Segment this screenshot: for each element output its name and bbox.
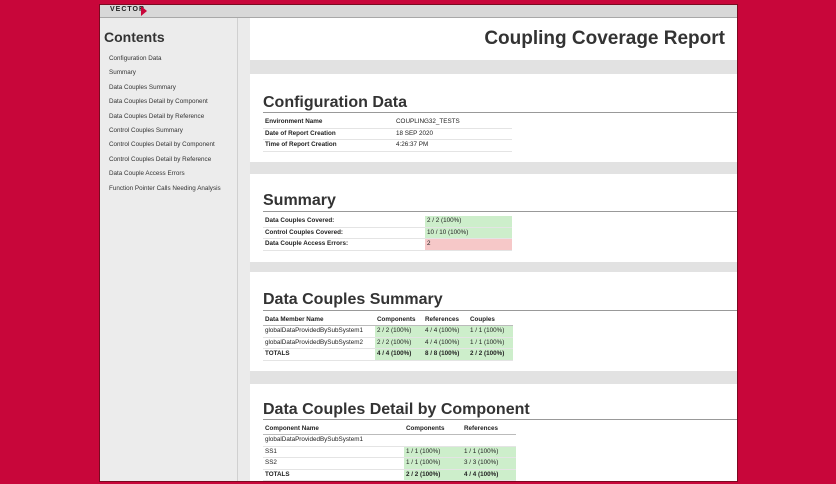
data-couples-summary-table: Data Member Name Components References C… [263,314,513,361]
references-value: 4 / 4 (100%) [423,325,468,338]
table-row: Control Couples Covered: 10 / 10 (100%) [263,227,512,239]
couples-value: 1 / 1 (100%) [468,337,513,349]
nav-link-data-couples-summary[interactable]: Data Couples Summary [109,83,176,91]
references-value: 4 / 4 (100%) [423,337,468,349]
data-member-name: globalDataProvidedBySubSystem1 [263,325,375,338]
group-label: globalDataProvidedBySubSystem1 [263,434,516,447]
config-label: Time of Report Creation [263,139,394,152]
column-header: Couples [468,314,513,326]
column-header: Component Name [263,423,404,435]
configuration-table: Environment Name COUPLING32_TESTS Date o… [263,117,512,152]
nav-link-data-couple-access-errors[interactable]: Data Couple Access Errors [109,170,185,178]
totals-row: TOTALS 4 / 4 (100%) 8 / 8 (100%) 2 / 2 (… [263,348,513,361]
column-header: Data Member Name [263,314,375,326]
data-couples-summary-section: Data Couples Summary Data Member Name Co… [250,272,737,371]
contents-nav: Configuration Data Summary Data Couples … [109,52,221,196]
references-value: 1 / 1 (100%) [462,446,516,458]
references-total: 8 / 8 (100%) [423,348,468,361]
table-row: SS2 1 / 1 (100%) 3 / 3 (100%) [263,457,516,470]
table-row: Data Couples Covered: 2 / 2 (100%) [263,216,512,228]
config-value: COUPLING32_TESTS [394,117,512,129]
components-value: 2 / 2 (100%) [375,325,423,338]
data-couples-detail-table: Component Name Components References glo… [263,423,516,481]
summary-title: Summary [263,192,336,209]
brand-bar: VECTOR [100,5,737,18]
summary-value: 2 / 2 (100%) [425,216,512,228]
report-window: VECTOR Contents Configuration Data Summa… [99,4,738,482]
data-couples-detail-title: Data Couples Detail by Component [263,401,530,418]
summary-error-value: 2 [425,238,512,251]
nav-link-data-couples-detail-component[interactable]: Data Couples Detail by Component [109,98,208,106]
nav-link-data-couples-detail-reference[interactable]: Data Couples Detail by Reference [109,112,205,120]
section-divider [263,112,737,113]
components-value: 1 / 1 (100%) [404,457,462,470]
table-row: Date of Report Creation 18 SEP 2020 [263,128,512,140]
summary-value: 10 / 10 (100%) [425,227,512,239]
contents-sidebar: Contents Configuration Data Summary Data… [100,18,238,481]
couples-total: 2 / 2 (100%) [468,348,513,361]
title-card: Coupling Coverage Report [250,18,737,60]
nav-link-summary[interactable]: Summary [109,69,136,77]
column-header: References [423,314,468,326]
couples-value: 1 / 1 (100%) [468,325,513,338]
summary-section: Summary Data Couples Covered: 2 / 2 (100… [250,174,737,262]
data-member-name: globalDataProvidedBySubSystem2 [263,337,375,349]
table-row: globalDataProvidedBySubSystem1 2 / 2 (10… [263,325,513,338]
config-label: Environment Name [263,117,394,129]
column-header: Components [375,314,423,326]
data-couples-detail-section: Data Couples Detail by Component Compone… [250,384,737,481]
report-title: Coupling Coverage Report [484,28,725,49]
nav-link-control-couples-detail-component[interactable]: Control Couples Detail by Component [109,141,215,149]
vector-arrow-icon [141,6,147,16]
data-couples-summary-title: Data Couples Summary [263,291,443,308]
table-row: Time of Report Creation 4:26:37 PM [263,139,512,152]
column-header: Components [404,423,462,435]
table-row: Environment Name COUPLING32_TESTS [263,117,512,129]
references-value: 3 / 3 (100%) [462,457,516,470]
components-value: 2 / 2 (100%) [375,337,423,349]
totals-label: TOTALS [263,348,375,361]
column-header: References [462,423,516,435]
components-total: 4 / 4 (100%) [375,348,423,361]
summary-label: Control Couples Covered: [263,227,425,239]
component-name: SS1 [263,446,404,458]
configuration-title: Configuration Data [263,94,407,111]
nav-link-control-couples-detail-reference[interactable]: Control Couples Detail by Reference [109,155,212,163]
references-total: 4 / 4 (100%) [462,469,516,481]
summary-label: Data Couple Access Errors: [263,238,425,251]
configuration-section: Configuration Data Environment Name COUP… [250,74,737,162]
contents-heading: Contents [104,29,165,45]
nav-link-function-pointer-calls[interactable]: Function Pointer Calls Needing Analysis [109,184,221,192]
config-label: Date of Report Creation [263,128,394,140]
group-row: globalDataProvidedBySubSystem1 [263,434,516,447]
totals-label: TOTALS [263,469,404,481]
table-row: SS1 1 / 1 (100%) 1 / 1 (100%) [263,446,516,458]
component-name: SS2 [263,457,404,470]
table-row: Data Couple Access Errors: 2 [263,238,512,251]
components-total: 2 / 2 (100%) [404,469,462,481]
section-divider [263,310,737,311]
components-value: 1 / 1 (100%) [404,446,462,458]
summary-label: Data Couples Covered: [263,216,425,228]
config-value: 4:26:37 PM [394,139,512,152]
nav-link-configuration-data[interactable]: Configuration Data [109,55,162,62]
report-main: Coupling Coverage Report Configuration D… [250,18,737,481]
totals-row: TOTALS 2 / 2 (100%) 4 / 4 (100%) [263,469,516,481]
vector-logo: VECTOR [110,6,146,13]
table-header-row: Component Name Components References [263,423,516,435]
table-header-row: Data Member Name Components References C… [263,314,513,326]
nav-link-control-couples-summary[interactable]: Control Couples Summary [109,126,183,134]
summary-table: Data Couples Covered: 2 / 2 (100%) Contr… [263,216,512,251]
table-row: globalDataProvidedBySubSystem2 2 / 2 (10… [263,337,513,349]
config-value: 18 SEP 2020 [394,128,512,140]
section-divider [263,419,737,420]
section-divider [263,211,737,212]
